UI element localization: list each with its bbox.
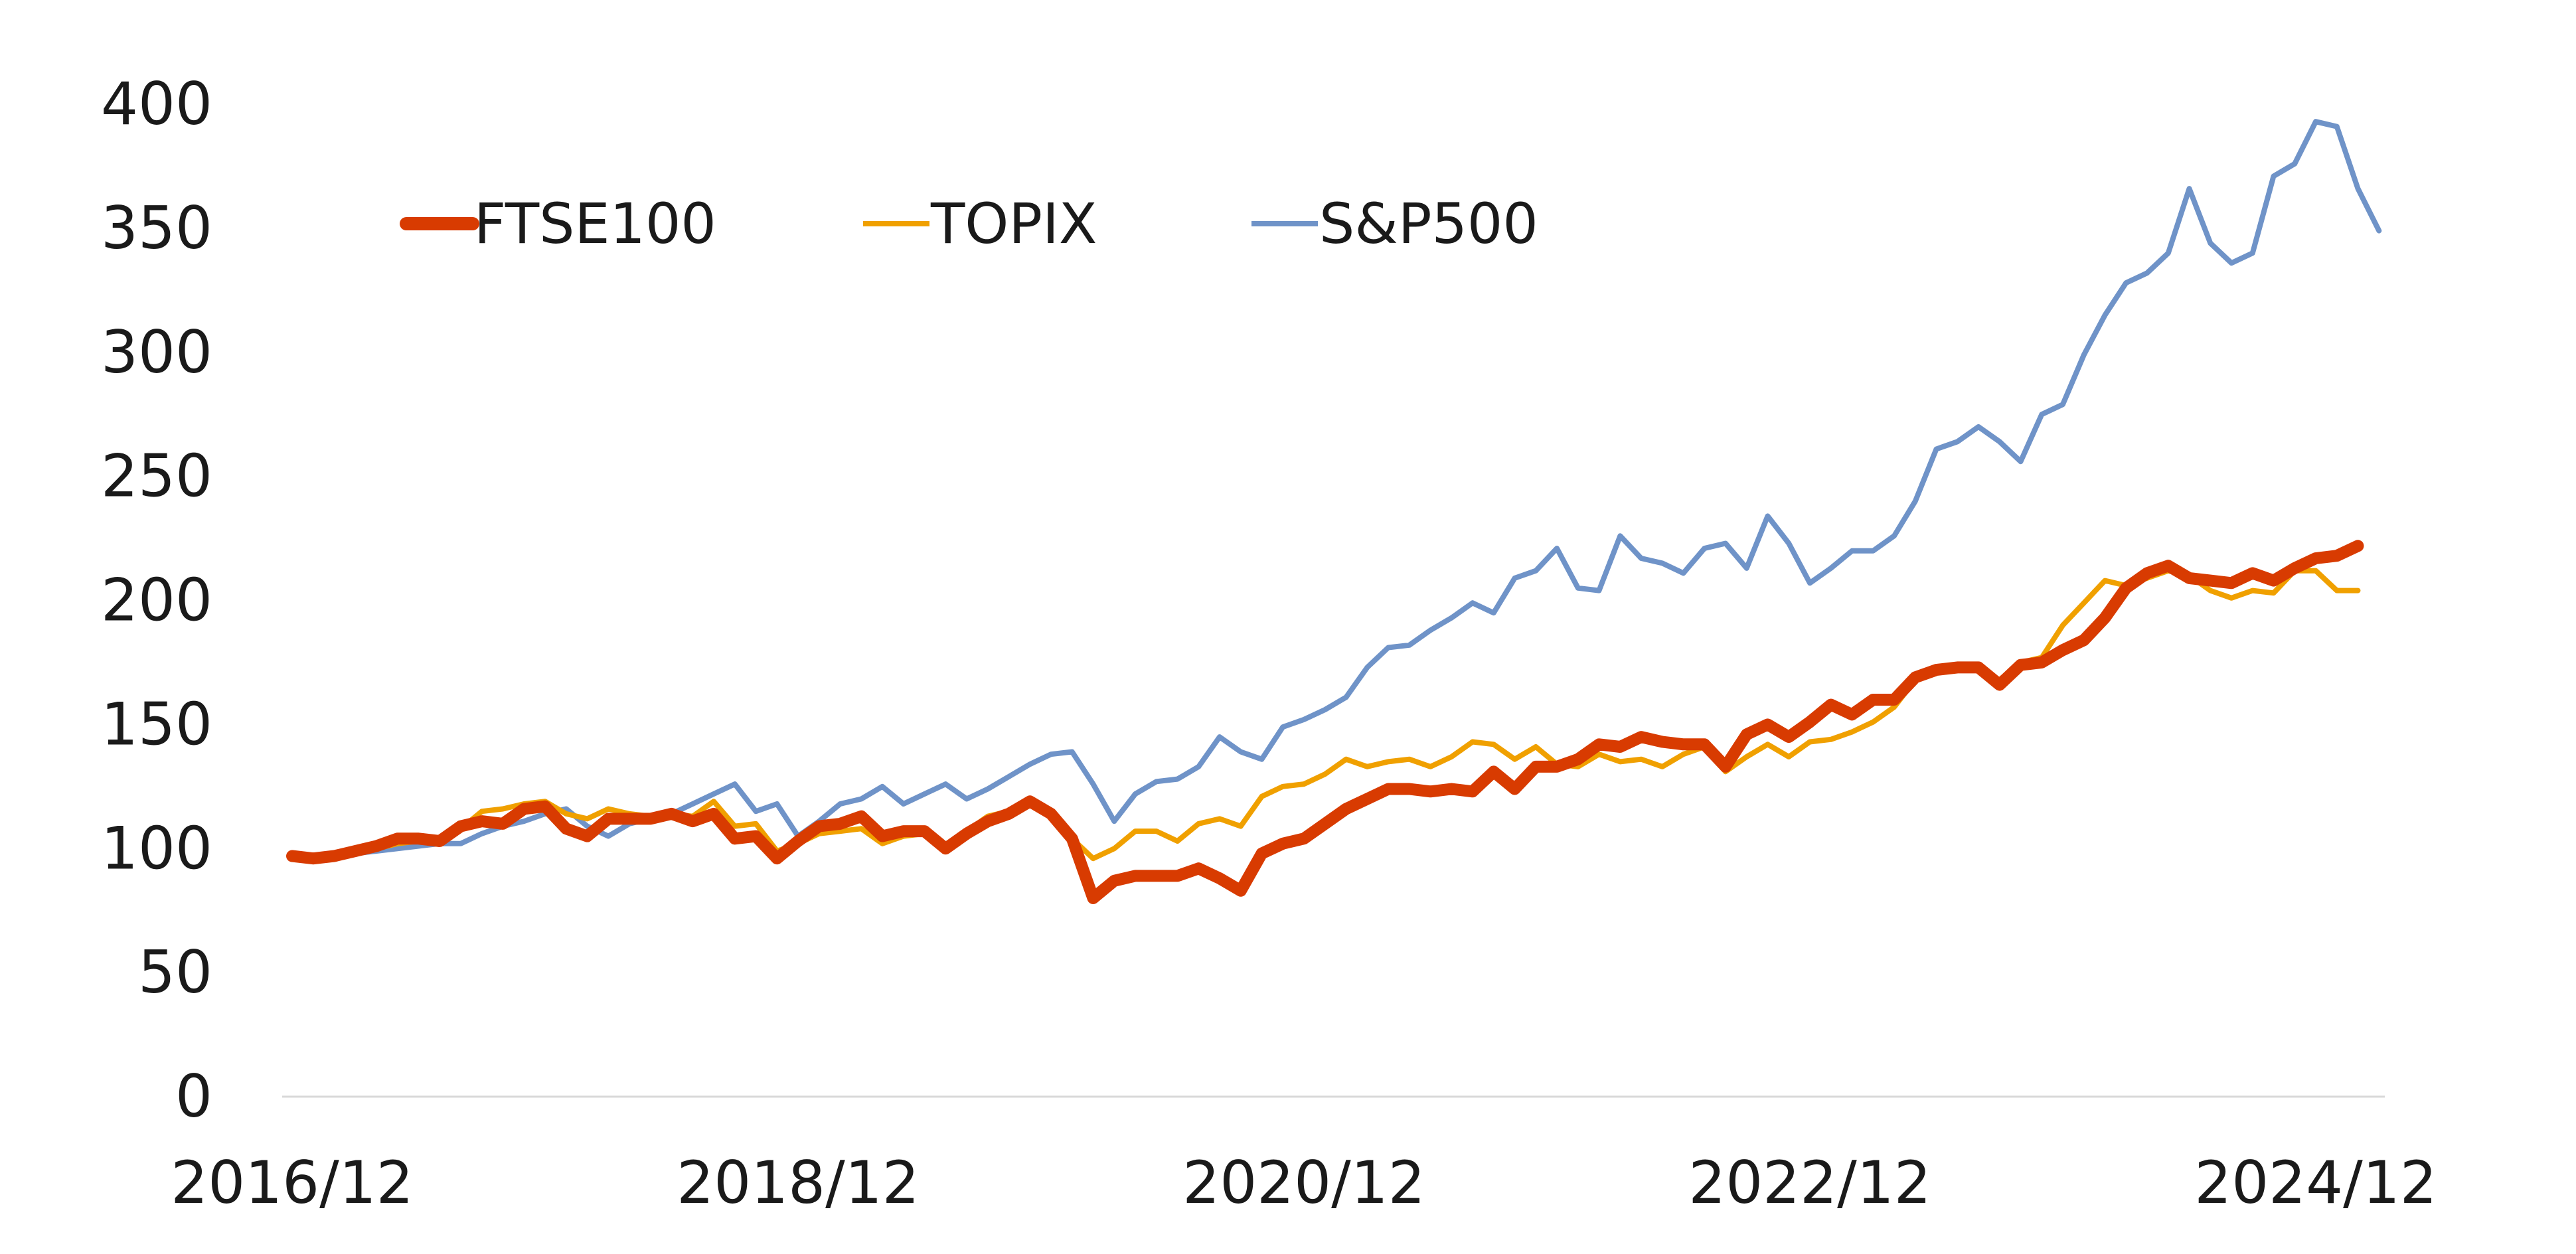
legend-label-ftse100: FTSE100 (474, 191, 716, 256)
x-tick-label: 2016/12 (171, 1148, 414, 1217)
series-lines (286, 119, 2382, 904)
y-tick-label: 0 (175, 1062, 212, 1131)
y-tick-label: 250 (101, 442, 212, 510)
series-line-ftse100 (286, 540, 2364, 904)
y-axis-ticks: 0 50 100 150 200 250 300 350 400 (101, 70, 212, 1131)
legend-label-sp500: S&P500 (1319, 191, 1538, 256)
y-tick-label: 200 (101, 566, 212, 635)
x-tick-label: 2022/12 (1688, 1148, 1931, 1217)
x-tick-label: 2018/12 (677, 1148, 920, 1217)
y-tick-label: 50 (138, 938, 212, 1006)
y-tick-label: 400 (101, 70, 212, 138)
y-tick-label: 350 (101, 194, 212, 262)
y-tick-label: 100 (101, 814, 212, 882)
legend-item-sp500: S&P500 (1251, 191, 1538, 256)
x-axis-ticks: 2016/12 2018/12 2020/12 2022/12 2024/12 (171, 1148, 2437, 1217)
y-tick-label: 300 (101, 318, 212, 386)
x-tick-label: 2024/12 (2194, 1148, 2437, 1217)
legend: FTSE100 TOPIX S&P500 (400, 191, 1538, 256)
x-tick-label: 2020/12 (1182, 1148, 1425, 1217)
legend-label-topix: TOPIX (930, 191, 1097, 256)
legend-item-topix: TOPIX (863, 191, 1097, 256)
legend-item-ftse100: FTSE100 (400, 191, 716, 256)
series-line-topix (289, 568, 2361, 862)
y-tick-label: 150 (101, 690, 212, 758)
